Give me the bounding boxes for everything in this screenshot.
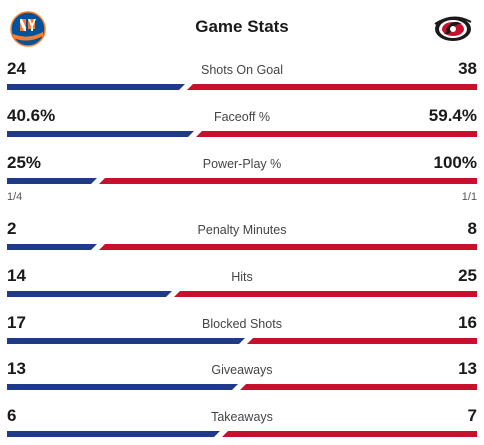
stat-comparison-bar	[7, 84, 477, 90]
stat-right-bar	[174, 291, 477, 297]
stat-label: Hits	[231, 270, 253, 284]
stat-left-value: 40.6%	[7, 106, 56, 125]
stat-right-bar	[187, 84, 477, 90]
stat-right-value: 7	[467, 406, 477, 425]
stat-comparison-bar	[7, 338, 477, 344]
stat-comparison-bar	[7, 178, 477, 184]
stat-label: Takeaways	[211, 410, 273, 424]
stat-row: 6 Takeaways 7	[0, 406, 484, 438]
stat-left-bar	[7, 384, 238, 390]
carolina-hurricanes-logo-icon	[432, 10, 472, 48]
stat-right-bar	[247, 338, 477, 344]
page-title: Game Stats	[195, 17, 289, 36]
stat-left-subvalue: 1/4	[7, 191, 23, 203]
stat-comparison-bar	[7, 384, 477, 390]
stat-left-value: 2	[7, 219, 17, 238]
stat-right-value: 100%	[433, 153, 477, 172]
stat-row: 40.6% Faceoff % 59.4%	[0, 106, 484, 138]
stat-label: Shots On Goal	[201, 63, 283, 77]
stat-label: Blocked Shots	[202, 317, 282, 331]
stat-comparison-bar	[7, 291, 477, 297]
stat-right-subvalue: 1/1	[461, 191, 477, 203]
stat-row: 25% Power-Play % 100%	[0, 153, 484, 185]
stat-row: 14 Hits 25	[0, 266, 484, 298]
stat-right-value: 16	[458, 313, 477, 332]
stat-comparison-bar	[7, 131, 477, 137]
stat-label: Penalty Minutes	[197, 223, 287, 237]
new-york-islanders-logo-icon	[8, 10, 48, 48]
stat-comparison-bar	[7, 244, 477, 250]
stat-right-value: 13	[458, 359, 477, 378]
stat-right-value: 8	[467, 219, 477, 238]
stat-left-bar	[7, 178, 97, 184]
stat-row: 24 Shots On Goal 38	[0, 59, 484, 91]
stat-row: 17 Blocked Shots 16	[0, 313, 484, 345]
stat-left-bar	[7, 131, 194, 137]
stat-label: Faceoff %	[213, 110, 271, 124]
game-stats-header: Game Stats	[0, 0, 484, 52]
stat-row: 13 Giveaways 13	[0, 359, 484, 391]
stat-left-value: 14	[7, 266, 26, 285]
stat-label: Power-Play %	[202, 157, 282, 171]
stat-left-bar	[7, 338, 245, 344]
stat-left-value: 24	[7, 59, 26, 78]
stat-left-value: 17	[7, 313, 26, 332]
stat-left-bar	[7, 244, 97, 250]
stat-right-bar	[240, 384, 477, 390]
stat-left-bar	[7, 84, 185, 90]
stat-left-value: 13	[7, 359, 26, 378]
stat-comparison-bar	[7, 431, 477, 437]
stat-right-value: 25	[458, 266, 477, 285]
stat-label: Giveaways	[211, 363, 273, 377]
stat-right-bar	[99, 244, 477, 250]
stat-right-value: 59.4%	[428, 106, 477, 125]
stat-right-bar	[99, 178, 477, 184]
stat-row: 2 Penalty Minutes 8	[0, 219, 484, 251]
stat-right-bar	[222, 431, 477, 437]
stat-left-value: 25%	[7, 153, 42, 172]
stat-left-bar	[7, 291, 172, 297]
stat-left-value: 6	[7, 406, 17, 425]
stat-left-bar	[7, 431, 220, 437]
stat-right-bar	[196, 131, 477, 137]
stat-right-value: 38	[458, 59, 477, 78]
